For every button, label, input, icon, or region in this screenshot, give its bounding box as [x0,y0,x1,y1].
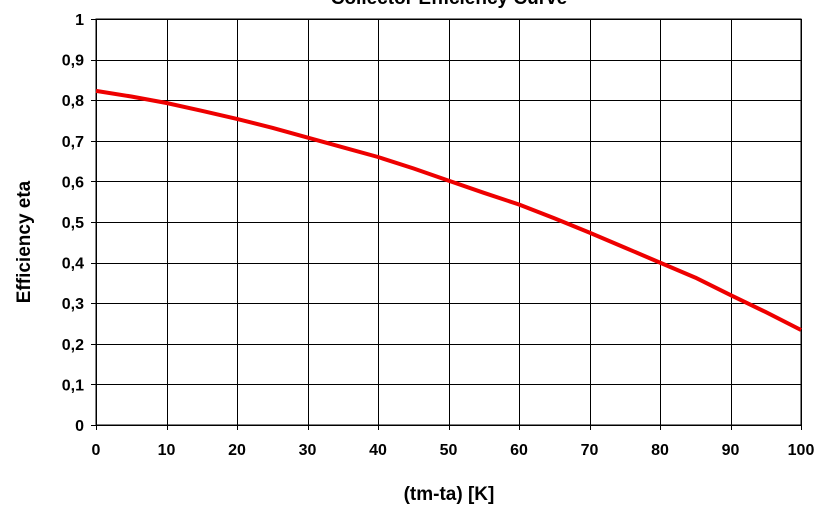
y-tick-label: 0,3 [62,296,84,313]
y-tick-label: 0,7 [62,134,84,151]
y-tick-label: 0 [75,418,84,435]
y-tick-label: 0,2 [62,337,84,354]
y-tick-label: 1 [75,12,84,29]
y-tick-label: 0,4 [62,256,84,273]
y-axis-title: Efficiency eta [14,180,35,303]
y-tick-label: 0,5 [62,215,84,232]
series-layer [95,88,802,332]
x-tick-label: 80 [651,442,669,459]
y-tick-label: 0,1 [62,377,84,394]
efficiency-curve-line [95,88,802,332]
y-tick-label: 0,9 [62,53,84,70]
x-tick-label: 30 [299,442,317,459]
x-tick-label: 60 [510,442,528,459]
plot-area [95,18,802,426]
x-tick-label: 100 [788,442,815,459]
x-tick-label: 20 [228,442,246,459]
x-tick-label: 10 [158,442,176,459]
x-tick-label: 70 [581,442,599,459]
grid [91,19,802,430]
x-axis-title: (tm-ta) [K] [404,484,495,505]
x-axis-ticks: 0 10 20 30 40 50 60 70 80 90 100 [92,442,815,459]
x-tick-label: 0 [92,442,101,459]
y-axis-ticks: 0 0,1 0,2 0,3 0,4 0,5 0,6 0,7 0,8 0,9 1 [62,12,84,435]
x-tick-label: 50 [440,442,458,459]
chart-title: Collector Efficiency Curve [331,0,568,9]
x-tick-label: 40 [369,442,387,459]
y-tick-label: 0,6 [62,174,84,191]
y-tick-label: 0,8 [62,93,84,110]
x-tick-label: 90 [722,442,740,459]
